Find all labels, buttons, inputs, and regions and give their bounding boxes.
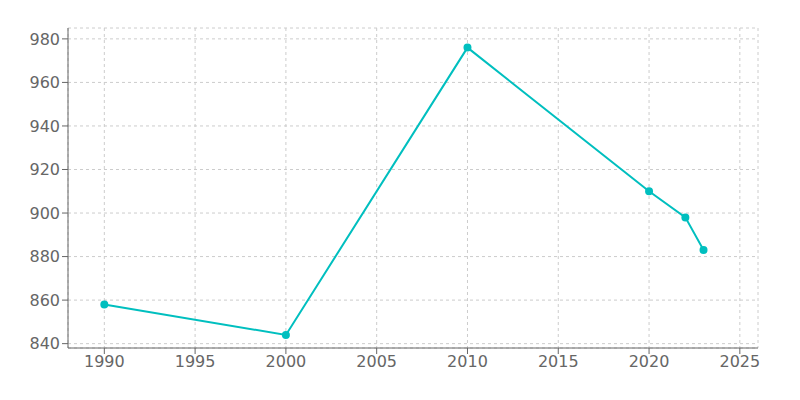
svg-text:880: 880 bbox=[29, 247, 60, 266]
svg-text:900: 900 bbox=[29, 204, 60, 223]
svg-text:860: 860 bbox=[29, 291, 60, 310]
svg-text:960: 960 bbox=[29, 73, 60, 92]
svg-text:2015: 2015 bbox=[538, 352, 579, 371]
svg-text:920: 920 bbox=[29, 160, 60, 179]
svg-text:940: 940 bbox=[29, 117, 60, 136]
svg-text:1990: 1990 bbox=[84, 352, 125, 371]
svg-text:2010: 2010 bbox=[447, 352, 488, 371]
svg-text:980: 980 bbox=[29, 30, 60, 49]
svg-text:840: 840 bbox=[29, 334, 60, 353]
svg-text:2000: 2000 bbox=[266, 352, 307, 371]
svg-text:1995: 1995 bbox=[175, 352, 216, 371]
svg-text:2025: 2025 bbox=[719, 352, 760, 371]
svg-text:2020: 2020 bbox=[629, 352, 670, 371]
svg-text:2005: 2005 bbox=[356, 352, 397, 371]
